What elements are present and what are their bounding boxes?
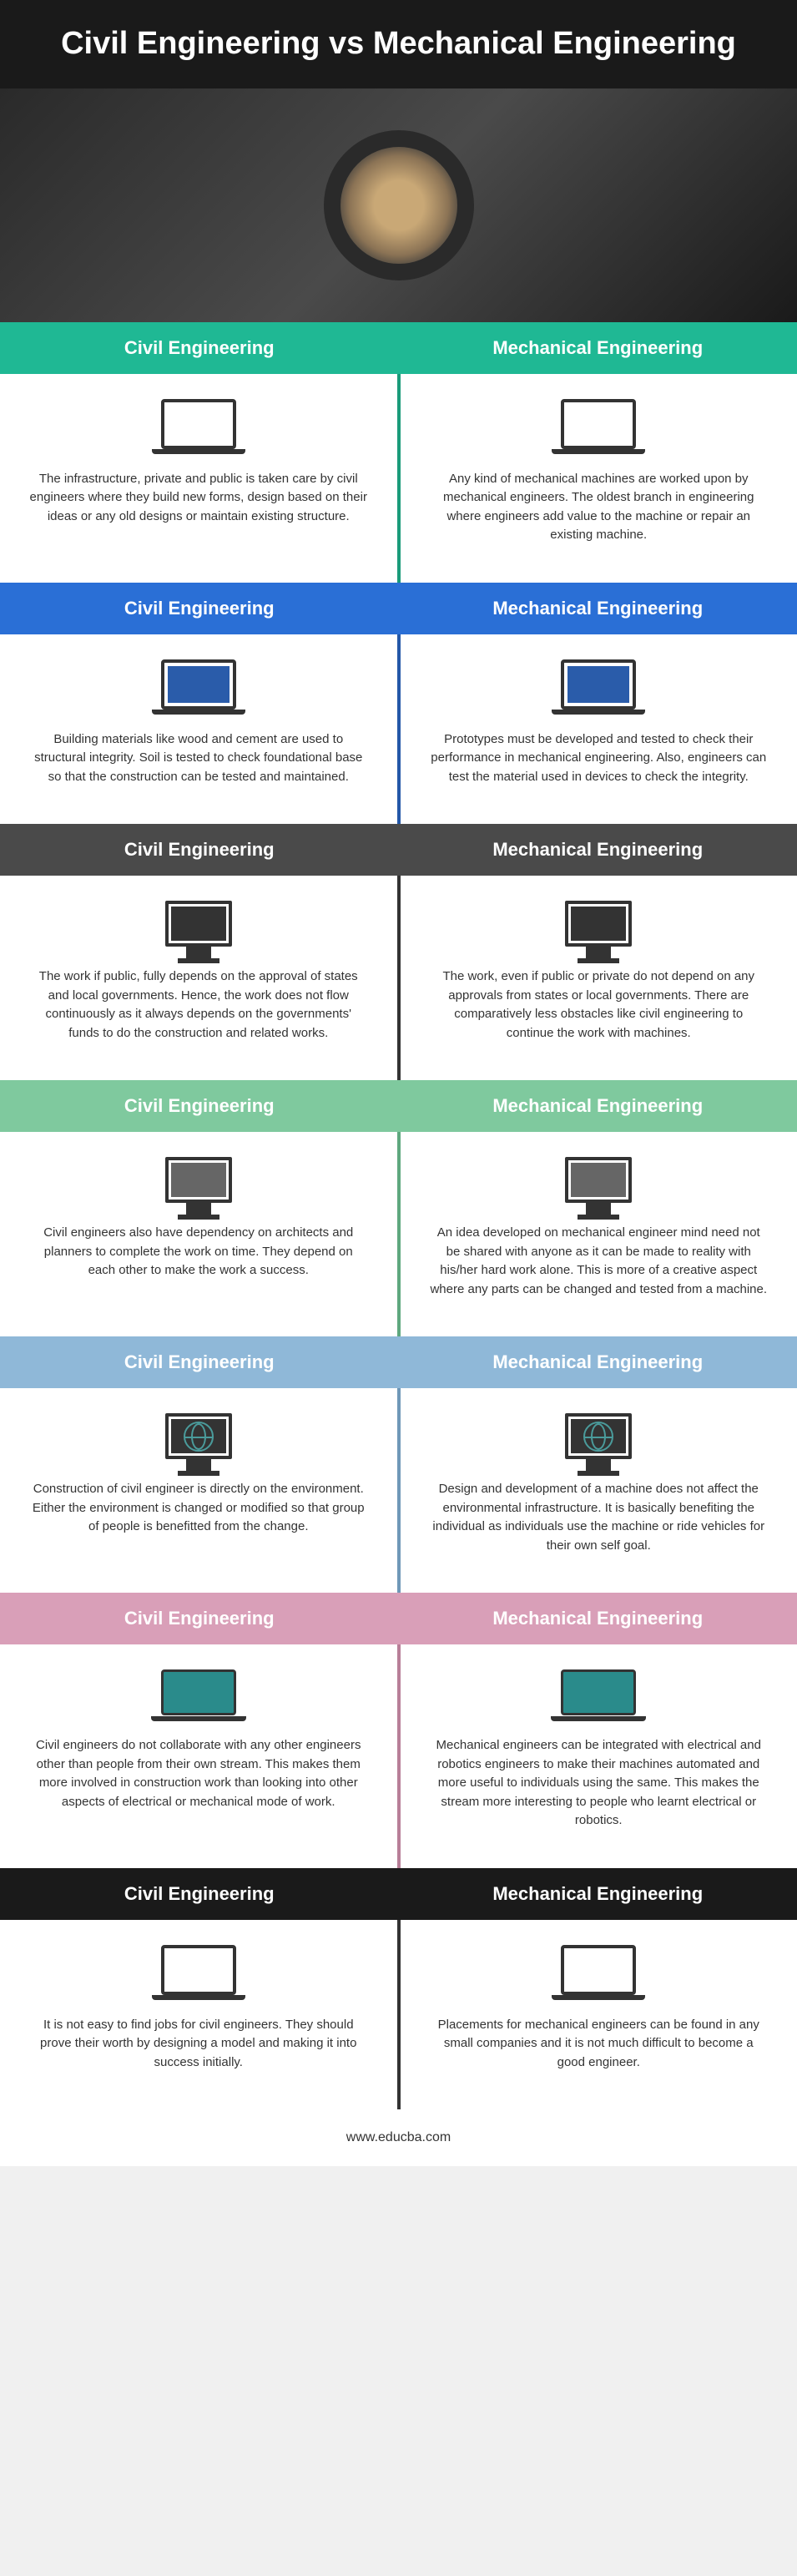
left-description: The work if public, fully depends on the… [29, 967, 368, 1043]
device-icon [161, 399, 236, 449]
comparison-row: Building materials like wood and cement … [0, 634, 797, 825]
section-header: Civil EngineeringMechanical Engineering [0, 1080, 797, 1132]
section-header: Civil EngineeringMechanical Engineering [0, 583, 797, 634]
section-header: Civil EngineeringMechanical Engineering [0, 1593, 797, 1644]
right-header-label: Mechanical Engineering [399, 1080, 797, 1132]
left-header-label: Civil Engineering [0, 583, 399, 634]
comparison-row: It is not easy to find jobs for civil en… [0, 1920, 797, 2110]
left-description: It is not easy to find jobs for civil en… [29, 2016, 368, 2073]
left-column: Building materials like wood and cement … [0, 634, 397, 825]
gear-illustration [324, 130, 474, 280]
left-header-label: Civil Engineering [0, 1593, 399, 1644]
left-description: Construction of civil engineer is direct… [29, 1480, 368, 1537]
left-column: The infrastructure, private and public i… [0, 374, 397, 583]
left-header-label: Civil Engineering [0, 1080, 399, 1132]
left-description: The infrastructure, private and public i… [29, 470, 368, 527]
left-header-label: Civil Engineering [0, 1868, 399, 1920]
left-column: Construction of civil engineer is direct… [0, 1388, 397, 1593]
device-icon [165, 1413, 232, 1459]
section-header: Civil EngineeringMechanical Engineering [0, 322, 797, 374]
right-header-label: Mechanical Engineering [399, 824, 797, 876]
device-icon [565, 1157, 632, 1203]
right-description: Mechanical engineers can be integrated w… [430, 1736, 769, 1831]
device-icon [165, 1157, 232, 1203]
right-description: Any kind of mechanical machines are work… [430, 470, 769, 545]
infographic-container: Civil Engineering vs Mechanical Engineer… [0, 0, 797, 2166]
right-header-label: Mechanical Engineering [399, 1336, 797, 1388]
device-icon [165, 901, 232, 947]
device-icon [565, 901, 632, 947]
left-header-label: Civil Engineering [0, 322, 399, 374]
right-column: Design and development of a machine does… [401, 1388, 797, 1593]
right-column: Prototypes must be developed and tested … [401, 634, 797, 825]
right-column: The work, even if public or private do n… [401, 876, 797, 1080]
section-header: Civil EngineeringMechanical Engineering [0, 1868, 797, 1920]
hero-image [0, 88, 797, 322]
left-column: It is not easy to find jobs for civil en… [0, 1920, 397, 2110]
right-description: The work, even if public or private do n… [430, 967, 769, 1043]
comparison-row: The infrastructure, private and public i… [0, 374, 797, 583]
right-header-label: Mechanical Engineering [399, 583, 797, 634]
comparison-row: Civil engineers also have dependency on … [0, 1132, 797, 1336]
left-header-label: Civil Engineering [0, 1336, 399, 1388]
device-icon [561, 399, 636, 449]
device-icon [561, 1945, 636, 1995]
device-icon [565, 1413, 632, 1459]
right-header-label: Mechanical Engineering [399, 1868, 797, 1920]
left-column: The work if public, fully depends on the… [0, 876, 397, 1080]
device-icon [161, 1669, 236, 1715]
left-description: Civil engineers do not collaborate with … [29, 1736, 368, 1811]
section-header: Civil EngineeringMechanical Engineering [0, 824, 797, 876]
comparison-row: Civil engineers do not collaborate with … [0, 1644, 797, 1868]
right-column: Placements for mechanical engineers can … [401, 1920, 797, 2110]
left-header-label: Civil Engineering [0, 824, 399, 876]
device-icon [561, 1669, 636, 1715]
comparison-row: Construction of civil engineer is direct… [0, 1388, 797, 1593]
right-column: Any kind of mechanical machines are work… [401, 374, 797, 583]
section-header: Civil EngineeringMechanical Engineering [0, 1336, 797, 1388]
left-column: Civil engineers do not collaborate with … [0, 1644, 397, 1868]
right-description: Prototypes must be developed and tested … [430, 730, 769, 787]
left-column: Civil engineers also have dependency on … [0, 1132, 397, 1336]
device-icon [161, 659, 236, 710]
device-icon [561, 659, 636, 710]
device-icon [161, 1945, 236, 1995]
right-header-label: Mechanical Engineering [399, 1593, 797, 1644]
comparison-row: The work if public, fully depends on the… [0, 876, 797, 1080]
right-column: Mechanical engineers can be integrated w… [401, 1644, 797, 1868]
left-description: Civil engineers also have dependency on … [29, 1224, 368, 1280]
right-description: An idea developed on mechanical engineer… [430, 1224, 769, 1299]
right-description: Design and development of a machine does… [430, 1480, 769, 1555]
left-description: Building materials like wood and cement … [29, 730, 368, 787]
footer-url: www.educba.com [0, 2109, 797, 2166]
right-description: Placements for mechanical engineers can … [430, 2016, 769, 2073]
right-header-label: Mechanical Engineering [399, 322, 797, 374]
main-title: Civil Engineering vs Mechanical Engineer… [0, 0, 797, 88]
right-column: An idea developed on mechanical engineer… [401, 1132, 797, 1336]
